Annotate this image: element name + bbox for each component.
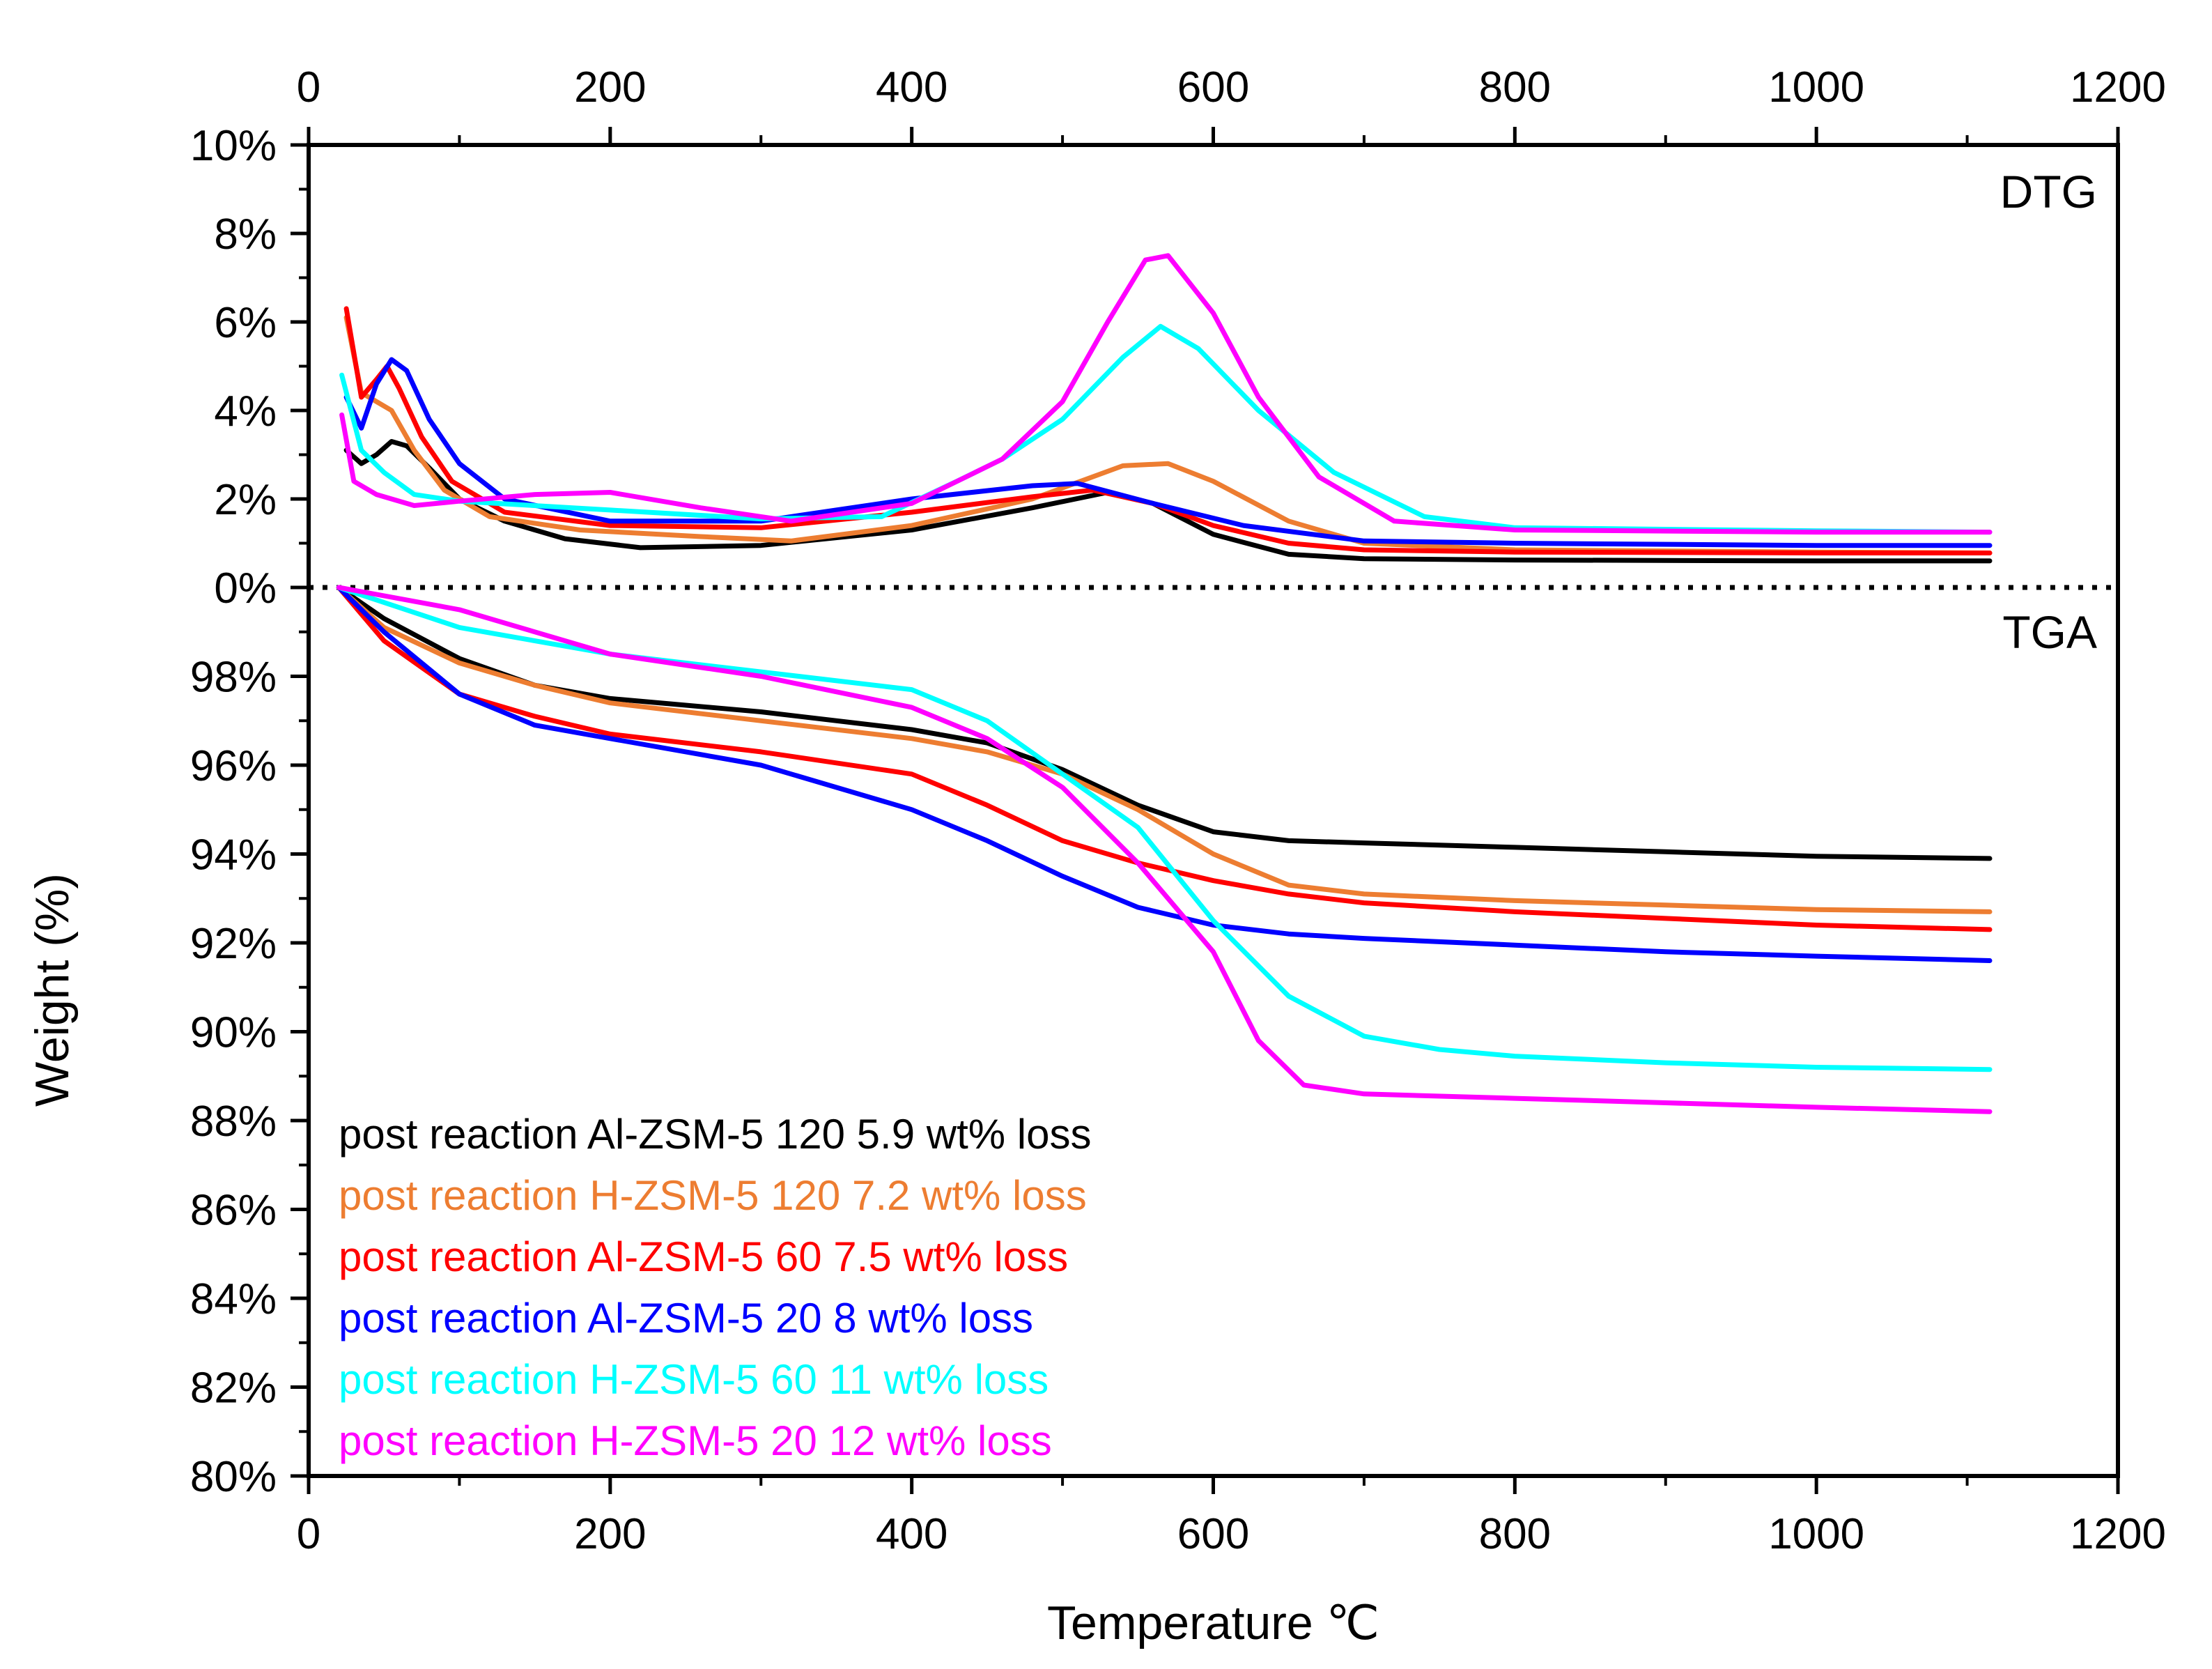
y-tick-label: 4% <box>214 387 277 436</box>
y-tick-label: 10% <box>190 122 277 170</box>
tick-layer <box>291 127 2120 1494</box>
top-x-tick-label: 1000 <box>1768 63 1864 111</box>
top-x-tick-label: 800 <box>1479 63 1551 111</box>
legend-entry: post reaction Al-ZSM-5 60 7.5 wt% loss <box>339 1233 1068 1280</box>
top-x-tick-label: 400 <box>876 63 948 111</box>
top-x-tick-label: 200 <box>574 63 646 111</box>
x-tick-label: 1000 <box>1768 1510 1864 1558</box>
y-tick-label: 82% <box>190 1364 277 1413</box>
y-tick-label: 98% <box>190 654 277 702</box>
legend-entry: post reaction Al-ZSM-5 20 8 wt% loss <box>339 1295 1033 1341</box>
y-tick-label: 92% <box>190 920 277 968</box>
y-tick-label: 80% <box>190 1453 277 1501</box>
y-tick-label: 90% <box>190 1009 277 1057</box>
tga-panel-label: TGA <box>2002 606 2097 658</box>
x-tick-label: 1200 <box>2070 1510 2166 1558</box>
y-tick-label: 8% <box>214 210 277 259</box>
dtg-series-line <box>343 306 1993 555</box>
top-x-tick-label: 600 <box>1177 63 1249 111</box>
dtg-series-line <box>339 323 1993 535</box>
legend-entry: post reaction Al-ZSM-5 120 5.9 wt% loss <box>339 1111 1091 1157</box>
label-layer: 0 0 200 200 400 400 600 600 800 800 1000 1000 1200 12… <box>190 63 2166 1558</box>
tga-series-line <box>336 585 1993 932</box>
legend: post reaction Al-ZSM-5 120 5.9 wt% loss … <box>339 1111 1091 1464</box>
y-tick-label: 6% <box>214 299 277 347</box>
dtg-panel-label: DTG <box>2000 166 2097 217</box>
y-axis-title: Weight (%) <box>26 873 79 1107</box>
y-tick-label: 96% <box>190 742 277 790</box>
legend-entry: post reaction H-ZSM-5 60 11 wt% loss <box>339 1356 1049 1403</box>
y-tick-label: 84% <box>190 1275 277 1323</box>
legend-entry: post reaction H-ZSM-5 20 12 wt% loss <box>339 1417 1052 1464</box>
x-tick-label: 400 <box>876 1510 948 1558</box>
y-tick-label: 2% <box>214 476 277 524</box>
x-tick-label: 0 <box>297 1510 320 1558</box>
series-layer <box>336 253 1993 1114</box>
y-tick-label: 86% <box>190 1187 277 1235</box>
top-x-tick-label: 0 <box>297 63 320 111</box>
dtg-series-line <box>343 439 1993 564</box>
tga-series-line <box>336 585 1993 963</box>
x-axis-title: Temperature ℃ <box>1047 1597 1379 1649</box>
dtg-series-line <box>339 253 1993 535</box>
top-x-tick-label: 1200 <box>2070 63 2166 111</box>
legend-entry: post reaction H-ZSM-5 120 7.2 wt% loss <box>339 1172 1087 1219</box>
y-tick-label: 94% <box>190 831 277 879</box>
tga-series-line <box>336 585 1993 1114</box>
y-tick-label: 88% <box>190 1098 277 1146</box>
x-tick-label: 600 <box>1177 1510 1249 1558</box>
y-tick-label: 0% <box>214 564 277 613</box>
x-tick-label: 200 <box>574 1510 646 1558</box>
x-tick-label: 800 <box>1479 1510 1551 1558</box>
